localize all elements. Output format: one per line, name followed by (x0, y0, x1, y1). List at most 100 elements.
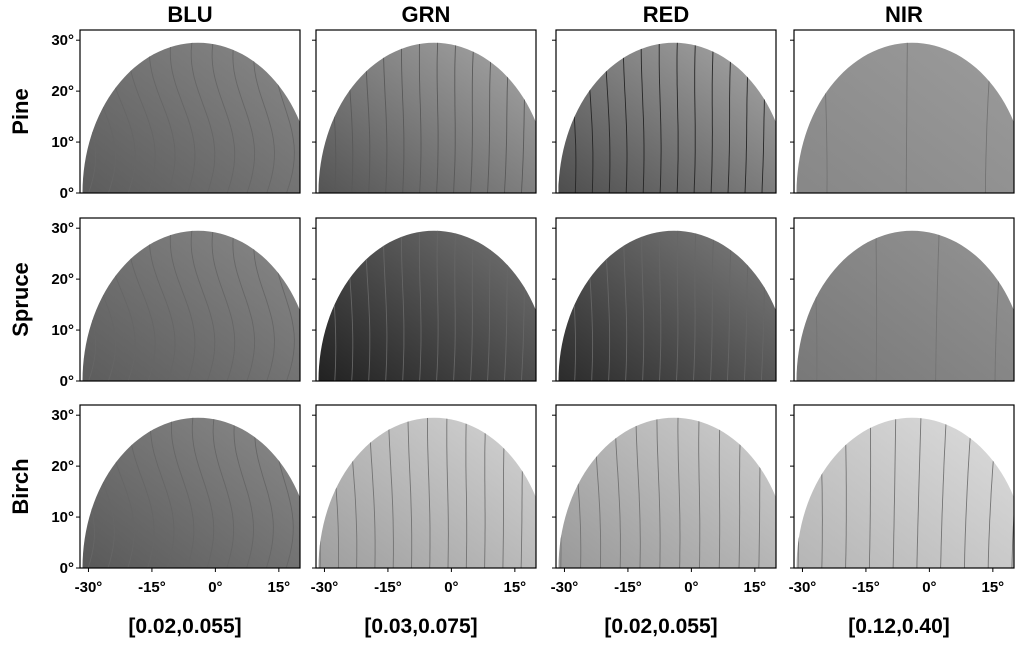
contour-line (211, 42, 236, 193)
contour-line (232, 230, 256, 381)
y-tick-label: 30° (51, 220, 74, 237)
y-tick-label: 10° (51, 322, 74, 339)
x-tick-label: -15° (614, 579, 642, 596)
x-tick-label: -30° (311, 579, 339, 596)
panel-plot-area (318, 405, 545, 568)
panel-plot-area (558, 218, 788, 381)
x-tick-label: -30° (75, 579, 103, 596)
contour-line (656, 417, 661, 568)
contour-line (232, 42, 256, 193)
panel-frame (79, 217, 301, 382)
contour-line (436, 42, 439, 193)
filled-contour (82, 417, 300, 568)
contour-line (401, 230, 405, 381)
y-tick-label: 0° (60, 560, 74, 577)
contour-line (318, 230, 320, 381)
value-range-label: [0.02,0.055] (128, 615, 241, 638)
panel-frame (555, 404, 777, 569)
x-tick-label: -30° (789, 579, 817, 596)
panel (790, 217, 1015, 382)
contour-line (635, 417, 641, 568)
panel-frame (79, 404, 301, 569)
contour-line (453, 42, 457, 193)
contour-line (779, 405, 785, 568)
contour-line (710, 230, 716, 381)
contour-line (905, 42, 908, 193)
panel: 0° 10° 20° 30° (51, 217, 301, 390)
y-tick-label: 10° (51, 509, 74, 526)
contour-line (407, 417, 413, 568)
panel: -30° -15° 0° 15° (789, 404, 1015, 596)
contour-line (318, 417, 321, 568)
contour-line (233, 417, 254, 568)
contour-line (190, 42, 216, 193)
x-tick-label: 15° (504, 579, 527, 596)
contour-line (191, 417, 215, 568)
contour-line (211, 230, 236, 381)
contour-line (778, 218, 788, 381)
filled-contour (796, 417, 1014, 568)
contour-line (1011, 417, 1014, 568)
contour-line (427, 417, 431, 568)
contour-line (465, 417, 468, 568)
panel-plot-area (82, 417, 300, 568)
row-title: Birch (8, 458, 33, 514)
contour-line (538, 218, 547, 381)
contour-line (658, 42, 662, 193)
y-tick-label: 30° (51, 32, 74, 49)
x-tick-label: -30° (551, 579, 579, 596)
y-tick-label: 20° (51, 83, 74, 100)
panel-plot-area (796, 230, 1014, 381)
panel-plot-area (558, 405, 785, 568)
filled-contour (558, 42, 776, 193)
panel: -30° -15° 0° 15° (311, 404, 545, 596)
panel (552, 29, 777, 194)
panel (312, 29, 547, 194)
panel (312, 217, 547, 382)
contour-line (539, 405, 545, 568)
contour-line (892, 417, 897, 568)
contour-line (698, 417, 701, 568)
contour-line (387, 417, 394, 568)
panel-frame (555, 29, 777, 194)
panel-frame (793, 404, 1015, 569)
contour-line (676, 230, 679, 381)
contour-line (418, 230, 422, 381)
contour-line (470, 230, 476, 381)
filled-contour (82, 42, 300, 193)
panel (790, 29, 1015, 194)
x-tick-label: 0° (444, 579, 458, 596)
x-tick-label: 0° (208, 579, 222, 596)
x-tick-label: 0° (684, 579, 698, 596)
row-title: Pine (8, 88, 33, 134)
contour-line (940, 417, 948, 568)
x-tick-label: 0° (922, 579, 936, 596)
panel-frame (555, 217, 777, 382)
panel-plot-area (558, 42, 776, 193)
x-tick-label: 15° (268, 579, 291, 596)
contour-line (641, 230, 645, 381)
contour-line (538, 30, 547, 193)
panel-plot-area (82, 42, 300, 193)
contour-line (558, 42, 560, 193)
panel-plot-area (796, 42, 1014, 193)
panel-frame (79, 29, 301, 194)
panel-frame (315, 404, 537, 569)
value-range-label: [0.12,0.40] (848, 615, 950, 638)
contour-line (693, 42, 697, 193)
contour-line (558, 417, 562, 568)
panel: 0° 10° 20° 30° -30° -15° 0° 15° (51, 404, 301, 596)
x-tick-label: 15° (744, 579, 767, 596)
column-title: GRN (402, 2, 451, 27)
contour-line (149, 417, 175, 568)
contour-line (718, 417, 722, 568)
y-tick-label: 20° (51, 458, 74, 475)
contour-line (418, 42, 422, 193)
contour-line (875, 230, 878, 381)
contour-line (436, 230, 439, 381)
x-tick-label: -15° (138, 579, 166, 596)
contour-line (446, 417, 449, 568)
contour-line (148, 42, 176, 193)
contour-line (470, 42, 476, 193)
